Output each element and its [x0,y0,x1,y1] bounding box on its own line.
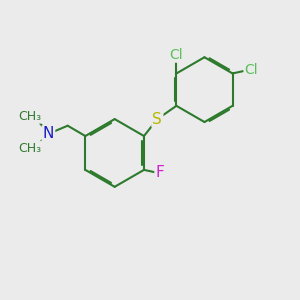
Text: CH₃: CH₃ [18,142,41,155]
Text: S: S [152,112,162,127]
Text: Cl: Cl [244,64,258,77]
Text: CH₃: CH₃ [18,110,41,123]
Text: N: N [43,126,54,141]
Text: Cl: Cl [169,48,183,62]
Text: F: F [155,165,164,180]
